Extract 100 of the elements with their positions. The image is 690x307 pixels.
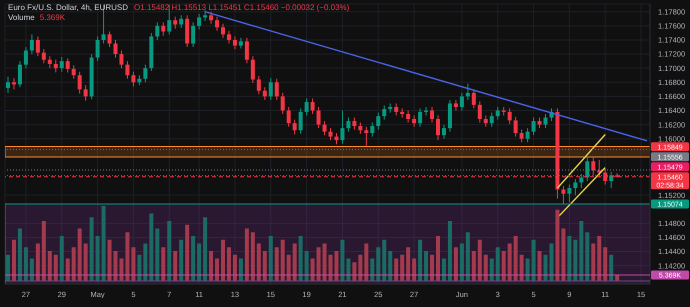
candlestick — [238, 37, 243, 49]
bar — [215, 258, 220, 281]
bar — [472, 251, 476, 281]
bar — [484, 254, 488, 281]
candlestick — [96, 36, 100, 62]
bar — [394, 258, 398, 281]
bar — [72, 247, 76, 281]
bar — [370, 258, 374, 281]
bar — [12, 240, 16, 281]
candlestick — [48, 56, 52, 69]
bar — [376, 247, 380, 281]
bar — [406, 247, 410, 281]
bar — [238, 258, 243, 281]
bar — [125, 232, 130, 281]
bar — [364, 244, 368, 281]
candlestick — [316, 106, 321, 129]
candlestick — [18, 60, 22, 88]
candlestick — [60, 56, 64, 72]
bar — [167, 221, 172, 281]
bar — [262, 251, 267, 281]
bar — [173, 251, 178, 281]
bar — [579, 221, 584, 281]
bar — [418, 240, 422, 281]
candlestick — [526, 128, 530, 143]
candlestick — [322, 120, 327, 136]
bar — [221, 240, 225, 281]
chart-title: Volume — [8, 13, 35, 22]
bar — [161, 247, 166, 281]
candlestick — [108, 31, 112, 48]
candlestick — [328, 128, 332, 141]
candlestick — [280, 92, 285, 115]
candlestick — [161, 22, 166, 36]
bar — [292, 244, 297, 281]
candlestick — [292, 119, 297, 135]
bar — [520, 254, 524, 281]
candlestick — [262, 86, 267, 100]
candlestick — [12, 78, 16, 90]
bar — [24, 247, 28, 281]
bar — [48, 251, 52, 281]
bar — [232, 254, 237, 281]
bar — [448, 221, 452, 281]
bar — [585, 232, 590, 281]
bar — [310, 258, 315, 281]
bar — [179, 240, 184, 281]
candlestick — [215, 16, 220, 32]
candlestick — [466, 83, 470, 100]
bar — [66, 258, 70, 281]
candlestick — [125, 60, 130, 80]
bar — [466, 232, 470, 281]
candlestick — [131, 71, 136, 88]
candlestick — [376, 112, 380, 130]
candlestick — [352, 117, 356, 130]
bar — [155, 228, 160, 281]
bar — [60, 236, 64, 281]
bar — [102, 206, 106, 281]
bar — [436, 236, 440, 281]
bar — [544, 254, 548, 281]
candlestick — [78, 71, 82, 94]
candlestick — [179, 14, 184, 28]
candlestick — [579, 173, 584, 189]
candlestick — [400, 108, 404, 118]
candlestick — [532, 117, 536, 136]
bar — [400, 254, 404, 281]
bar — [6, 254, 10, 281]
candlestick — [442, 124, 446, 140]
candlestick — [66, 58, 70, 73]
candlestick — [256, 75, 261, 95]
bar — [137, 254, 142, 281]
candlestick — [418, 108, 422, 128]
bar — [460, 244, 464, 281]
bar — [478, 240, 482, 281]
candlestick — [197, 13, 202, 30]
candlestick — [412, 114, 416, 128]
bar — [358, 254, 362, 281]
candlestick — [155, 22, 160, 40]
bar — [203, 217, 208, 281]
candlestick — [268, 78, 273, 100]
candlestick — [30, 34, 34, 55]
bar — [42, 221, 46, 281]
bar — [526, 258, 530, 281]
candlestick — [54, 59, 58, 73]
bar — [96, 236, 100, 281]
bar — [340, 240, 344, 281]
bar — [328, 254, 332, 281]
bar — [454, 247, 458, 281]
candlestick — [406, 110, 410, 123]
bar — [84, 244, 88, 281]
candlestick — [573, 178, 578, 196]
bar — [108, 240, 112, 281]
bar — [30, 258, 34, 281]
candlestick — [304, 98, 309, 116]
candlestick — [484, 114, 488, 128]
text: 5.369K — [40, 13, 66, 22]
candlestick — [72, 64, 76, 80]
bar — [334, 251, 338, 281]
bar — [209, 251, 214, 281]
bar — [226, 247, 231, 281]
bar — [143, 244, 148, 281]
candlestick — [209, 11, 214, 24]
candlestick — [203, 10, 208, 22]
